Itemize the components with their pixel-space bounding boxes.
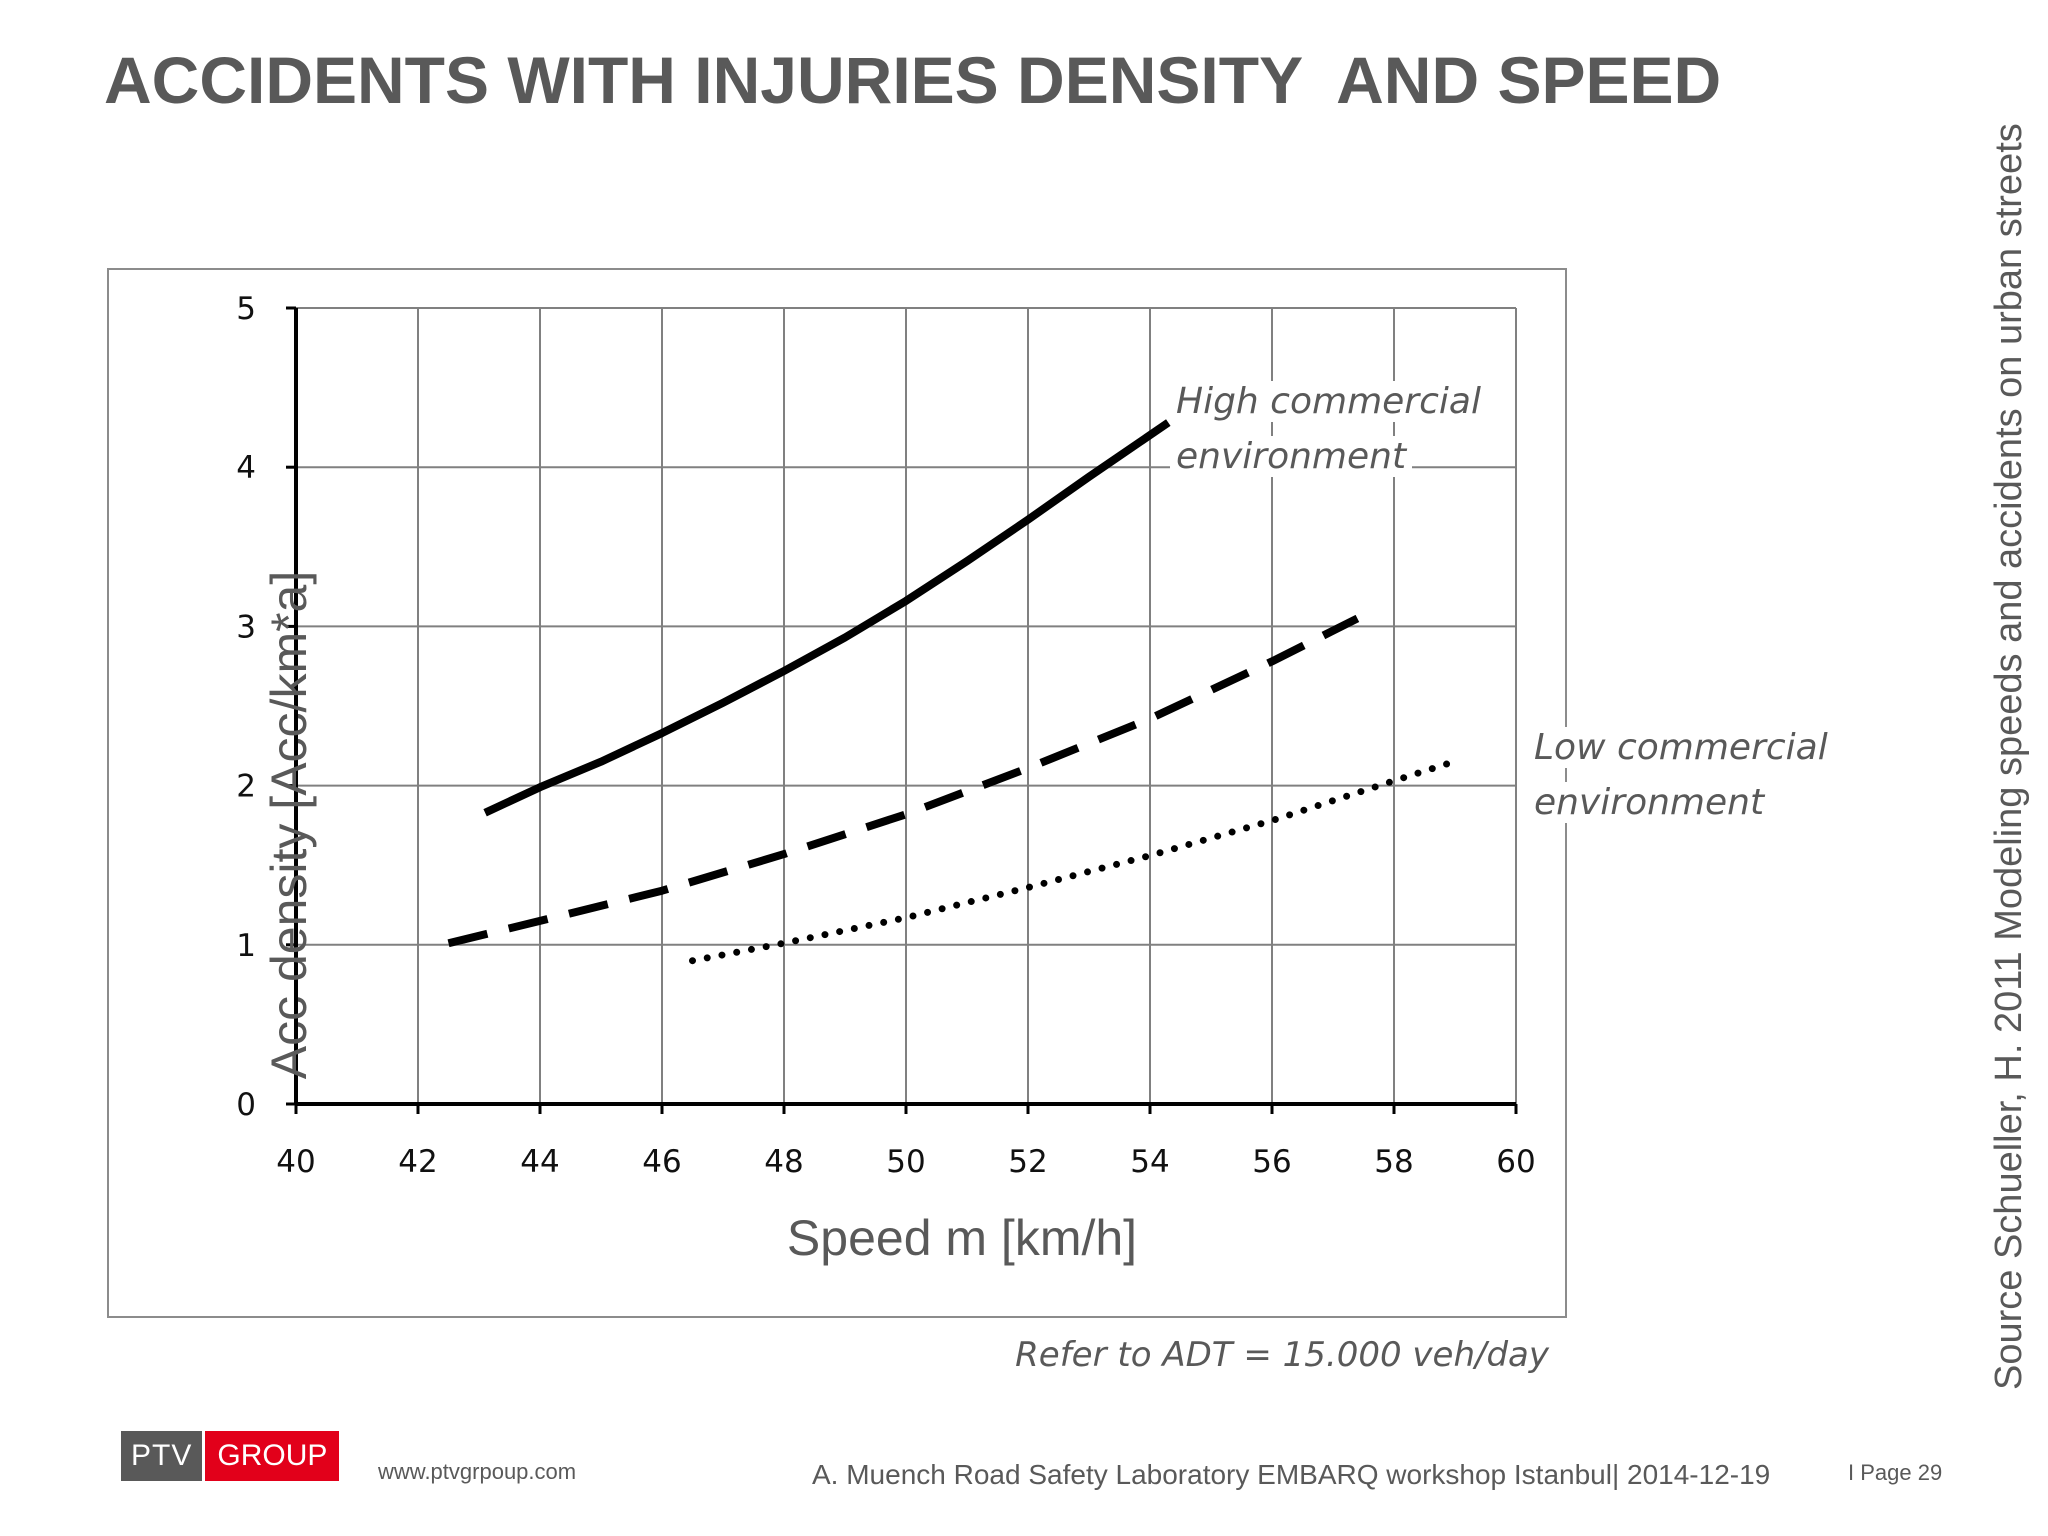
chart-svg: 40 42 44 46 48 50 52 54 56 58 60 0 1 2 3 4 5 Speed m [km… — [236, 291, 1535, 1266]
x-tick-label: 46 — [642, 1144, 681, 1180]
annotation-high-line2: environment — [1170, 436, 1413, 477]
logo-ptv: PTV — [121, 1431, 203, 1481]
x-tick-label: 52 — [1008, 1144, 1047, 1180]
logo-group: GROUP — [205, 1431, 340, 1481]
x-tick-label: 44 — [520, 1144, 559, 1180]
series-line-dashed — [447, 614, 1360, 948]
x-tick-label: 40 — [276, 1144, 315, 1180]
annotation-low-line2: environment — [1528, 782, 1771, 823]
x-tick-label: 60 — [1496, 1144, 1535, 1180]
x-tick-label: 54 — [1130, 1144, 1169, 1180]
series-line-solid — [483, 419, 1171, 817]
x-axis-title: Speed m [km/h] — [787, 1210, 1137, 1266]
series-layer — [447, 419, 1453, 965]
y-tick-label: 0 — [236, 1087, 256, 1123]
x-tick-label: 56 — [1252, 1144, 1291, 1180]
footer-text: A. Muench Road Safety Laboratory EMBARQ … — [812, 1459, 1771, 1490]
x-tick-label: 48 — [764, 1144, 803, 1180]
page-number: I Page 29 — [1848, 1460, 1943, 1485]
adt-reference-note: Refer to ADT = 15.000 veh/day — [1015, 1335, 1549, 1375]
x-tick-label: 58 — [1374, 1144, 1413, 1180]
y-tick-label: 2 — [236, 769, 256, 805]
website-link[interactable]: www.ptvgrpoup.com — [378, 1459, 577, 1484]
slide-title: ACCIDENTS WITH INJURIES DENSITY AND SPEE… — [104, 43, 1722, 117]
grid-layer — [296, 307, 1517, 1104]
annotation-low-line1: Low commercial — [1528, 727, 1834, 768]
tick-layer: 40 42 44 46 48 50 52 54 56 58 60 0 1 2 3 4 5 — [236, 291, 1535, 1180]
chart-frame: 40 42 44 46 48 50 52 54 56 58 60 0 1 2 3 4 5 Speed m [km… — [107, 268, 1567, 1318]
y-tick-label: 3 — [236, 609, 256, 645]
y-tick-label: 4 — [236, 450, 256, 486]
y-tick-label: 1 — [236, 928, 256, 964]
axis-layer — [286, 306, 1518, 1114]
annotation-high-line1: High commercial — [1170, 381, 1487, 422]
annotation-low: Low commercial environment — [1528, 720, 1834, 830]
ptv-group-logo: PTV GROUP — [121, 1431, 340, 1481]
y-axis-title: Acc density [Acc/km*a] — [261, 571, 317, 1080]
series-line-dotted — [689, 759, 1453, 965]
x-tick-label: 42 — [398, 1144, 437, 1180]
y-tick-label: 5 — [236, 291, 256, 327]
annotation-high: High commercial environment — [1170, 374, 1487, 484]
x-tick-label: 50 — [886, 1144, 925, 1180]
source-citation: Source Schueller, H. 2011 Modeling speed… — [1988, 123, 2030, 1390]
